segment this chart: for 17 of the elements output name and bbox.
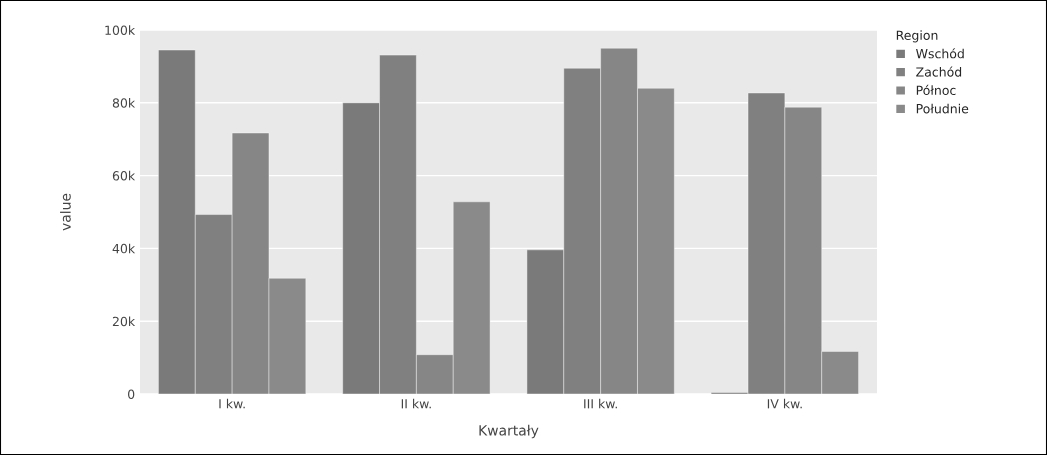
legend-title: Region: [896, 30, 938, 43]
x-tick-label: II kw.: [401, 398, 431, 409]
x-tick-label: IV kw.: [767, 398, 802, 409]
y-tick-label: 80k: [112, 98, 136, 108]
y-tick-label: 100k: [105, 25, 136, 35]
y-tick-label: 60k: [112, 170, 136, 181]
x-tick-label: III kw.: [584, 398, 617, 409]
y-tick-label: 0: [128, 389, 135, 399]
legend-label: Zachód: [916, 66, 962, 77]
legend-label: Południe: [916, 103, 969, 114]
legend-label: Wschód: [916, 48, 964, 59]
x-axis-title: Kwartały: [479, 424, 539, 439]
y-tick-label: 40k: [112, 243, 136, 254]
y-tick-label: 20k: [112, 316, 136, 327]
legend-label: Północ: [916, 84, 956, 96]
y-axis-title: value: [60, 193, 71, 231]
x-tick-label: I kw.: [219, 398, 245, 409]
